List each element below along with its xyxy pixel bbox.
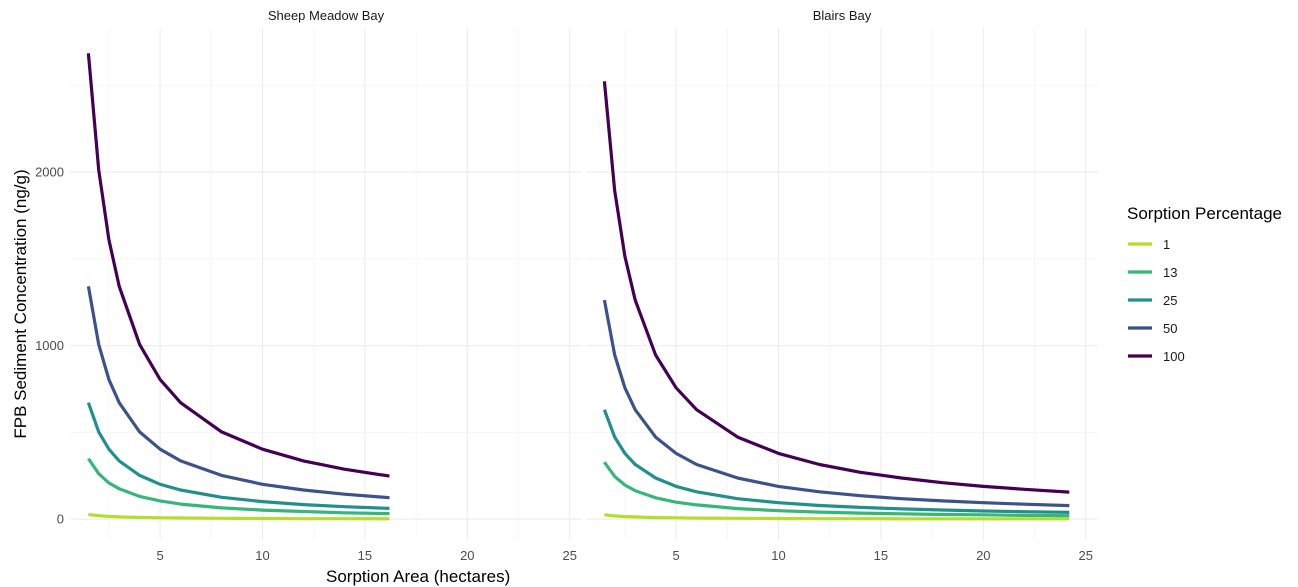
x-tick-label: 25 xyxy=(562,548,576,563)
x-axis-ticks: 5 10 15 20 25 5 10 15 20 25 xyxy=(156,548,1092,563)
series-line-1 xyxy=(88,512,390,521)
series-lines xyxy=(86,53,390,521)
x-tick-label: 5 xyxy=(156,548,163,563)
y-tick-label: 2000 xyxy=(35,165,64,180)
series-line-13 xyxy=(87,457,390,516)
series-line-1 xyxy=(604,513,1070,521)
series-line-50 xyxy=(602,299,1070,508)
panel-title-sheep-meadow-bay: Sheep Meadow Bay xyxy=(268,8,385,23)
x-tick-label: 5 xyxy=(672,548,679,563)
panel-blairs-bay: Blairs Bay xyxy=(586,8,1098,540)
x-tick-label: 20 xyxy=(976,548,990,563)
y-axis-title: FPB Sediment Concentration (ng/g) xyxy=(11,169,30,438)
x-axis-title: Sorption Area (hectares) xyxy=(326,567,510,586)
series-line-100 xyxy=(602,81,1070,494)
gridlines xyxy=(70,28,582,540)
legend-label-50: 50 xyxy=(1163,321,1177,336)
legend-title: Sorption Percentage xyxy=(1127,204,1282,223)
legend-label-100: 100 xyxy=(1163,349,1185,364)
legend-label-1: 1 xyxy=(1163,237,1170,252)
x-tick-label: 15 xyxy=(874,548,888,563)
y-axis-ticks: 0 1000 2000 xyxy=(35,165,64,527)
series-line-50 xyxy=(86,286,390,500)
gridlines xyxy=(586,28,1098,540)
legend-label-13: 13 xyxy=(1163,265,1177,280)
y-tick-label: 0 xyxy=(57,512,64,527)
x-tick-label: 10 xyxy=(255,548,269,563)
series-lines xyxy=(602,81,1070,521)
x-tick-label: 20 xyxy=(460,548,474,563)
y-tick-label: 1000 xyxy=(35,338,64,353)
panel-title-blairs-bay: Blairs Bay xyxy=(813,8,872,23)
series-line-25 xyxy=(86,402,390,510)
x-tick-label: 15 xyxy=(358,548,372,563)
legend: Sorption Percentage 1 13 25 50 100 xyxy=(1127,204,1282,364)
panel-sheep-meadow-bay: Sheep Meadow Bay xyxy=(70,8,582,540)
x-tick-label: 10 xyxy=(771,548,785,563)
series-line-13 xyxy=(603,461,1070,518)
legend-label-25: 25 xyxy=(1163,293,1177,308)
series-line-25 xyxy=(602,409,1070,514)
series-line-100 xyxy=(86,53,390,478)
x-tick-label: 25 xyxy=(1078,548,1092,563)
